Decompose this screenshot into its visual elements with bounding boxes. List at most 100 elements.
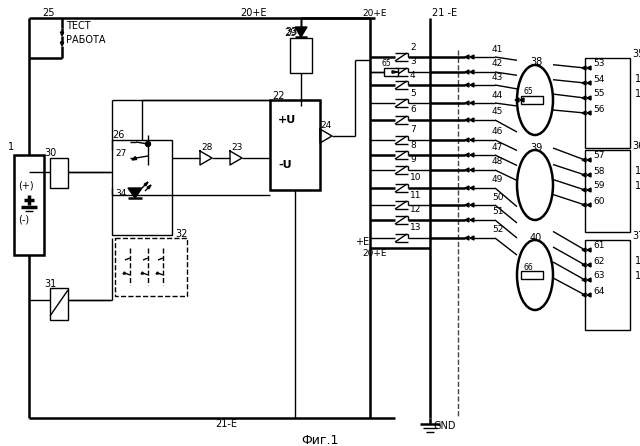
- Text: 27: 27: [115, 149, 126, 157]
- Polygon shape: [465, 153, 469, 157]
- Text: ТЕСТ: ТЕСТ: [66, 21, 91, 31]
- Text: 40: 40: [530, 233, 542, 243]
- Polygon shape: [587, 278, 591, 282]
- Text: 23: 23: [231, 144, 243, 153]
- Polygon shape: [465, 83, 469, 87]
- Text: 10: 10: [410, 173, 422, 182]
- Polygon shape: [470, 236, 474, 240]
- Text: 5: 5: [410, 88, 416, 98]
- Bar: [50, 288, 68, 320]
- Bar: [14, 155, 44, 255]
- Text: (-): (-): [18, 215, 29, 225]
- Text: 65: 65: [382, 58, 392, 67]
- Text: 44: 44: [492, 91, 503, 99]
- Text: 51: 51: [492, 207, 504, 216]
- Text: 16: 16: [635, 166, 640, 176]
- Bar: [521, 96, 543, 104]
- Polygon shape: [470, 138, 474, 142]
- Bar: [290, 38, 312, 73]
- Text: 54: 54: [593, 74, 604, 83]
- Text: 45: 45: [492, 107, 504, 116]
- Text: 9: 9: [410, 156, 416, 165]
- Bar: [112, 140, 172, 235]
- Polygon shape: [147, 185, 151, 189]
- Polygon shape: [587, 96, 591, 100]
- Bar: [585, 58, 630, 148]
- Text: 3: 3: [410, 58, 416, 66]
- Text: 66: 66: [523, 263, 532, 272]
- Polygon shape: [582, 173, 586, 177]
- Text: 60: 60: [593, 197, 605, 206]
- Text: 20+E: 20+E: [240, 8, 266, 18]
- Text: 49: 49: [492, 175, 504, 185]
- Polygon shape: [587, 173, 591, 177]
- Polygon shape: [582, 248, 586, 252]
- Text: 15: 15: [635, 89, 640, 99]
- Text: 7: 7: [410, 125, 416, 135]
- Text: 21-E: 21-E: [215, 419, 237, 429]
- Text: +U: +U: [278, 115, 296, 125]
- Polygon shape: [144, 182, 148, 186]
- Text: 28: 28: [201, 144, 212, 153]
- Polygon shape: [465, 101, 469, 105]
- Text: 46: 46: [492, 128, 504, 136]
- Bar: [521, 271, 543, 279]
- Text: 30: 30: [44, 148, 56, 158]
- Text: 53: 53: [593, 59, 605, 69]
- Text: 25: 25: [42, 8, 54, 18]
- Polygon shape: [60, 32, 63, 36]
- Text: 41: 41: [492, 45, 504, 54]
- Polygon shape: [587, 248, 591, 252]
- Polygon shape: [465, 70, 469, 74]
- Ellipse shape: [517, 240, 553, 310]
- Text: 19: 19: [635, 271, 640, 281]
- Polygon shape: [465, 168, 469, 172]
- Polygon shape: [465, 236, 469, 240]
- Polygon shape: [582, 96, 586, 100]
- Polygon shape: [470, 168, 474, 172]
- Text: 29: 29: [284, 28, 296, 38]
- Polygon shape: [470, 203, 474, 207]
- Polygon shape: [582, 188, 586, 192]
- Text: 43: 43: [492, 73, 504, 82]
- Text: 8: 8: [410, 140, 416, 149]
- Polygon shape: [465, 138, 469, 142]
- Text: 37: 37: [632, 231, 640, 241]
- Polygon shape: [465, 55, 469, 59]
- Text: 42: 42: [492, 59, 503, 69]
- Text: 47: 47: [492, 143, 504, 152]
- Text: 21 -E: 21 -E: [432, 8, 457, 18]
- Text: 57: 57: [593, 152, 605, 161]
- Text: 4: 4: [410, 70, 415, 79]
- Text: 48: 48: [492, 157, 504, 166]
- Polygon shape: [141, 272, 143, 274]
- Polygon shape: [582, 293, 586, 297]
- Polygon shape: [156, 272, 159, 274]
- Text: 62: 62: [593, 256, 604, 265]
- Polygon shape: [132, 157, 137, 160]
- Polygon shape: [295, 27, 307, 37]
- Polygon shape: [587, 203, 591, 207]
- Text: 18: 18: [635, 256, 640, 266]
- Polygon shape: [470, 218, 474, 222]
- Polygon shape: [470, 118, 474, 122]
- Text: 1: 1: [8, 142, 14, 152]
- Polygon shape: [470, 55, 474, 59]
- Text: 35: 35: [632, 49, 640, 59]
- Polygon shape: [470, 101, 474, 105]
- Polygon shape: [465, 218, 469, 222]
- Polygon shape: [470, 70, 474, 74]
- Polygon shape: [128, 188, 142, 198]
- Polygon shape: [582, 66, 586, 70]
- Text: 33: 33: [285, 27, 297, 37]
- Text: 39: 39: [530, 143, 542, 153]
- Bar: [115, 238, 187, 296]
- Text: 65: 65: [523, 87, 532, 96]
- Polygon shape: [587, 263, 591, 267]
- Text: 31: 31: [44, 279, 56, 289]
- Polygon shape: [470, 83, 474, 87]
- Polygon shape: [520, 98, 524, 102]
- Ellipse shape: [517, 150, 553, 220]
- Polygon shape: [392, 71, 398, 73]
- Text: (+): (+): [18, 180, 34, 190]
